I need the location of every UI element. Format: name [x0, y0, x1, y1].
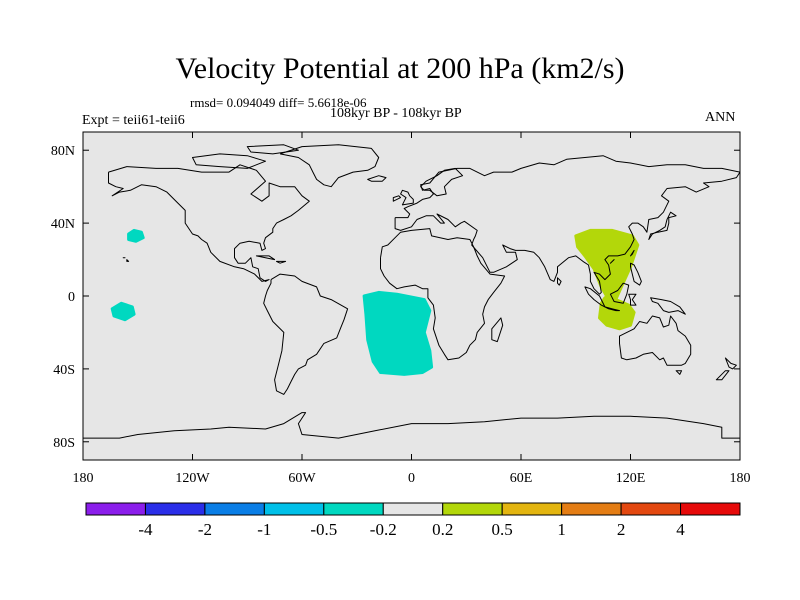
anomaly-south-atlantic-negative	[362, 290, 434, 376]
colorbar-label: -4	[138, 520, 153, 539]
lat-tick-label: 0	[68, 290, 75, 305]
anomaly-layer	[110, 228, 640, 376]
colorbar-swatch	[204, 502, 265, 516]
coastline-hawaii	[122, 257, 130, 262]
colorbar-swatch	[442, 502, 503, 516]
coastline-borneo	[609, 282, 630, 304]
rmsd-diff-stats: rmsd= 0.094049 diff= 5.6618e-06	[190, 95, 367, 110]
coastline-australia	[619, 315, 692, 366]
coastline-caribbean	[255, 255, 287, 264]
coastline-scandinavia	[420, 167, 464, 197]
period-label: 108kyr BP - 108kyr BP	[330, 106, 462, 121]
coastline-greenland	[279, 144, 380, 188]
colorbar-swatch	[620, 502, 682, 516]
colorbar: -4 -2 -1 -0.5 -0.2 0.2 0.5 1 2 4	[85, 502, 741, 539]
coastline-british-isles	[392, 189, 414, 206]
colorbar-label: 0.5	[492, 520, 513, 539]
colorbar-swatch	[85, 502, 146, 516]
colorbar-label: -0.2	[370, 520, 397, 539]
colorbar-swatch	[323, 502, 384, 516]
lon-tick-label: 60E	[510, 471, 533, 486]
anomaly-asian-monsoon-positive	[574, 228, 640, 305]
lat-tick-label: 40N	[51, 217, 75, 232]
colorbar-swatch	[382, 502, 444, 516]
coastline-java	[604, 306, 620, 312]
lon-tick-label: 180	[73, 471, 94, 486]
latitude-axis: 80N 40N 0 40S 80S	[51, 144, 740, 451]
lon-tick-label: 120E	[616, 471, 646, 486]
coastline-north-america	[108, 164, 310, 282]
lat-tick-label: 80S	[53, 436, 75, 451]
lon-tick-label: 60W	[288, 471, 316, 486]
coastline-sulawesi	[628, 293, 637, 306]
lon-tick-label: 120W	[175, 471, 210, 486]
coastline-sumatra	[584, 286, 606, 308]
coastline-arctic-islands	[192, 144, 299, 169]
season-label: ANN	[705, 110, 736, 125]
colorbar-label: 2	[617, 520, 626, 539]
lon-tick-label: 0	[408, 471, 415, 486]
coastline-madagascar	[491, 317, 504, 343]
coastline-africa	[380, 228, 506, 361]
lat-tick-label: 40S	[53, 363, 75, 378]
experiment-label: Expt = teii61-teii6	[82, 113, 185, 128]
colorbar-label: 4	[676, 520, 685, 539]
colorbar-label: -1	[257, 520, 271, 539]
page-title: Velocity Potential at 200 hPa (km2/s)	[175, 52, 625, 85]
coastlines	[83, 144, 740, 439]
anomaly-maritime-continent-positive	[598, 296, 636, 331]
colorbar-swatch	[501, 502, 563, 516]
coastline-eurasia	[394, 155, 740, 295]
colorbar-label: -0.5	[310, 520, 337, 539]
coastline-taiwan-hainan	[609, 249, 635, 264]
colorbar-swatch	[144, 502, 206, 516]
longitude-axis: 180 120W 60W 0 60E 120E 180	[73, 132, 751, 486]
coastline-new-zealand	[715, 357, 737, 381]
coastline-new-guinea	[650, 297, 686, 315]
colorbar-label: 0.2	[432, 520, 453, 539]
lat-tick-label: 80N	[51, 144, 75, 159]
coastline-south-america	[263, 273, 349, 395]
coastline-sri-lanka	[557, 277, 562, 286]
colorbar-swatch	[680, 502, 741, 516]
colorbar-label: 1	[557, 520, 566, 539]
anomaly-north-pacific-negative	[127, 228, 145, 243]
colorbar-swatch	[263, 502, 325, 516]
colorbar-label: -2	[198, 520, 212, 539]
coastline-philippines	[630, 262, 642, 286]
coastline-iceland	[367, 175, 387, 182]
lon-tick-label: 180	[730, 471, 751, 486]
coastline-japan	[648, 211, 677, 240]
coastline-tasmania	[675, 370, 683, 375]
coastline-antarctica	[83, 412, 740, 439]
colorbar-swatch	[561, 502, 622, 516]
anomaly-south-pacific-negative	[110, 301, 136, 322]
